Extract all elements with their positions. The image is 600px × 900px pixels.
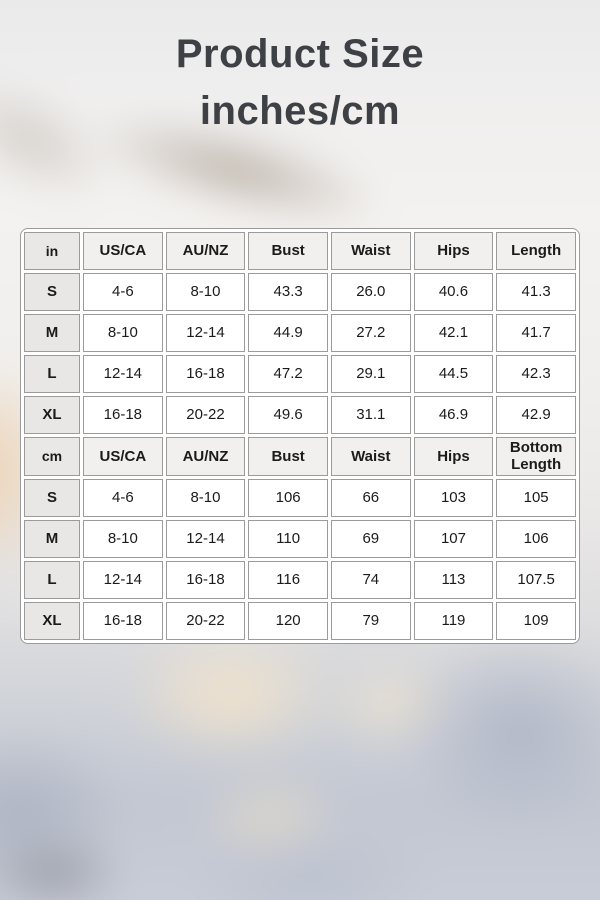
value-cell: 16-18 (165, 355, 246, 393)
page-title-line-2: inches/cm (199, 89, 401, 133)
value-cell: 8-10 (165, 273, 246, 311)
value-cell: 49.6 (248, 396, 328, 434)
value-cell: 40.6 (413, 273, 494, 311)
value-cell: 4-6 (83, 478, 163, 517)
value-cell: 110 (248, 519, 328, 558)
value-cell: 107 (413, 519, 494, 558)
value-cell: 69 (330, 519, 411, 558)
value-cell: 12-14 (83, 560, 163, 599)
value-cell: 66 (330, 478, 411, 517)
table-row: S 4-6 8-10 106 66 103 105 (24, 478, 576, 517)
header-cell: US/CA (83, 437, 163, 476)
unit-header-cell: in (24, 232, 80, 270)
table-row: L 12-14 16-18 116 74 113 107.5 (24, 560, 576, 599)
header-cell: US/CA (83, 232, 163, 270)
value-cell: 119 (413, 601, 494, 640)
value-cell: 74 (330, 560, 411, 599)
value-cell: 47.2 (248, 355, 328, 393)
value-cell: 106 (496, 519, 576, 558)
value-cell: 20-22 (165, 396, 246, 434)
value-cell: 120 (248, 601, 328, 640)
value-cell: 42.3 (496, 355, 576, 393)
value-cell: 42.9 (496, 396, 576, 434)
header-cell: Waist (330, 437, 411, 476)
value-cell: 103 (413, 478, 494, 517)
value-cell: 44.9 (248, 314, 328, 352)
size-table-card: in US/CA AU/NZ Bust Waist Hips Length S … (20, 228, 580, 644)
value-cell: 20-22 (165, 601, 246, 640)
value-cell: 106 (248, 478, 328, 517)
value-cell: 44.5 (413, 355, 494, 393)
value-cell: 31.1 (330, 396, 411, 434)
table-header-row-cm: cm US/CA AU/NZ Bust Waist Hips Bottom Le… (24, 437, 576, 476)
value-cell: 42.1 (413, 314, 494, 352)
size-label-cell: L (24, 560, 80, 599)
header-cell: Length (496, 232, 576, 270)
size-label-cell: XL (24, 396, 80, 434)
value-cell: 109 (496, 601, 576, 640)
size-label-cell: L (24, 355, 80, 393)
header-cell: AU/NZ (165, 232, 246, 270)
value-cell: 16-18 (83, 601, 163, 640)
page-title-line-1: Product Size (175, 32, 425, 76)
value-cell: 8-10 (83, 314, 163, 352)
value-cell: 4-6 (83, 273, 163, 311)
table-row: M 8-10 12-14 110 69 107 106 (24, 519, 576, 558)
table-row: L 12-14 16-18 47.2 29.1 44.5 42.3 (24, 355, 576, 393)
value-cell: 46.9 (413, 396, 494, 434)
unit-header-cell: cm (24, 437, 80, 476)
table-row: M 8-10 12-14 44.9 27.2 42.1 41.7 (24, 314, 576, 352)
value-cell: 27.2 (330, 314, 411, 352)
value-cell: 12-14 (165, 314, 246, 352)
value-cell: 41.7 (496, 314, 576, 352)
table-row: XL 16-18 20-22 120 79 119 109 (24, 601, 576, 640)
value-cell: 8-10 (83, 519, 163, 558)
value-cell: 113 (413, 560, 494, 599)
header-cell: AU/NZ (165, 437, 246, 476)
value-cell: 8-10 (165, 478, 246, 517)
header-cell: Bust (248, 437, 328, 476)
size-label-cell: S (24, 273, 80, 311)
header-cell: Bust (248, 232, 328, 270)
size-label-cell: S (24, 478, 80, 517)
value-cell: 43.3 (248, 273, 328, 311)
size-table: in US/CA AU/NZ Bust Waist Hips Length S … (21, 229, 579, 643)
value-cell: 26.0 (330, 273, 411, 311)
value-cell: 79 (330, 601, 411, 640)
page-title: Product Size inches/cm (0, 26, 600, 140)
value-cell: 16-18 (83, 396, 163, 434)
size-label-cell: M (24, 519, 80, 558)
table-header-row-inches: in US/CA AU/NZ Bust Waist Hips Length (24, 232, 576, 270)
header-cell: Hips (413, 437, 494, 476)
value-cell: 16-18 (165, 560, 246, 599)
value-cell: 41.3 (496, 273, 576, 311)
value-cell: 107.5 (496, 560, 576, 599)
table-row: S 4-6 8-10 43.3 26.0 40.6 41.3 (24, 273, 576, 311)
size-label-cell: XL (24, 601, 80, 640)
value-cell: 105 (496, 478, 576, 517)
value-cell: 12-14 (165, 519, 246, 558)
header-cell: Waist (330, 232, 411, 270)
size-label-cell: M (24, 314, 80, 352)
header-cell: Bottom Length (496, 437, 576, 476)
value-cell: 29.1 (330, 355, 411, 393)
value-cell: 12-14 (83, 355, 163, 393)
value-cell: 116 (248, 560, 328, 599)
table-row: XL 16-18 20-22 49.6 31.1 46.9 42.9 (24, 396, 576, 434)
header-cell: Hips (413, 232, 494, 270)
